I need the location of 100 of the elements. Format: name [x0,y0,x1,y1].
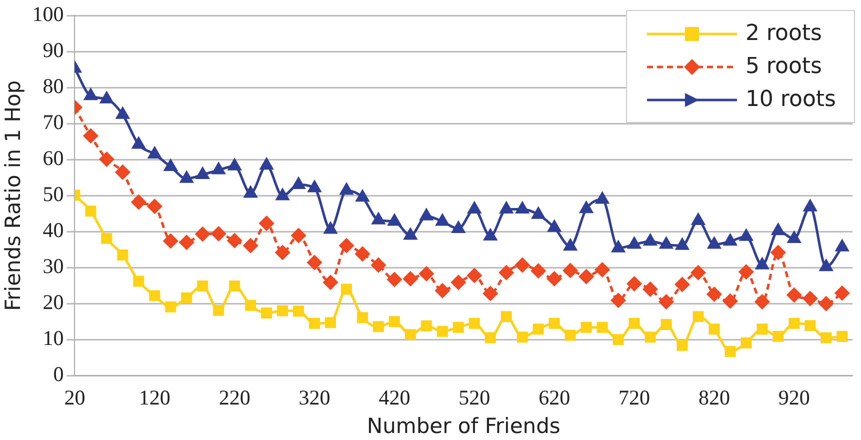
point [356,190,369,202]
y-tick-label: 90 [42,38,64,62]
point [674,277,690,292]
point [467,268,482,283]
point [500,202,513,214]
point [756,258,769,270]
point [500,311,512,322]
point [770,245,786,260]
point [531,264,546,278]
point [627,276,642,292]
point [435,283,450,298]
point [786,288,802,302]
legend-label: 2 roots [745,21,822,46]
point [131,194,146,210]
point [148,146,162,158]
point [149,290,160,302]
point [708,324,720,335]
x-tick-label: 320 [298,386,330,410]
point [100,92,114,104]
y-tick-label: 80 [42,74,64,98]
point [419,266,434,281]
point [403,272,418,286]
point [740,337,752,348]
point [580,322,592,333]
point [596,322,608,333]
point [532,324,544,335]
point [612,334,624,346]
point [293,306,304,317]
point [197,280,208,292]
point [612,240,625,252]
point [820,260,833,272]
y-tick-label: 10 [42,326,64,350]
x-tick-label: 20 [64,386,86,410]
point [658,294,674,310]
point [291,228,306,243]
legend-label: 5 roots [745,54,822,79]
point [644,234,657,246]
point [388,316,400,328]
point [84,88,98,100]
point [547,272,562,286]
point [115,164,130,180]
point [644,332,656,343]
y-tick-label: 40 [42,218,64,242]
point [101,232,112,244]
point [772,330,784,342]
point [132,137,146,149]
x-tick-label: 920 [778,386,810,410]
point [451,275,466,290]
point [164,160,178,172]
point [388,214,401,226]
point [420,320,432,332]
point [179,235,194,250]
x-tick-label: 420 [378,386,410,410]
point [724,234,737,246]
point [804,320,816,332]
point [163,234,178,248]
point [676,340,688,351]
point [499,265,514,280]
point [452,322,464,333]
point [579,269,594,284]
point [788,232,801,244]
y-tick-label: 0 [53,362,64,386]
point [147,199,162,214]
point [243,238,258,253]
y-tick-label: 70 [42,110,64,134]
point [404,329,416,340]
point [468,202,481,214]
point [165,301,176,312]
point [211,226,226,242]
point [724,346,736,357]
x-axis-title: Number of Friends [366,414,560,438]
point [277,305,288,316]
point [213,304,224,316]
point [307,255,322,270]
point [690,265,706,280]
point [772,224,785,236]
point [802,291,818,306]
point [180,171,194,183]
point [133,276,144,287]
point [660,237,673,249]
point [341,284,352,295]
point [325,317,336,328]
point [706,286,722,302]
point [229,280,240,292]
point [227,233,242,248]
point [708,237,721,249]
point [692,311,704,322]
point [628,318,640,329]
point [276,188,289,200]
point [356,312,368,324]
point [212,162,226,174]
point [548,318,560,329]
point [340,183,353,195]
point [611,293,626,308]
y-tick-label: 30 [42,254,64,278]
point [404,228,417,240]
point [196,167,210,179]
point [628,237,641,249]
point [564,330,576,341]
point [818,296,834,311]
